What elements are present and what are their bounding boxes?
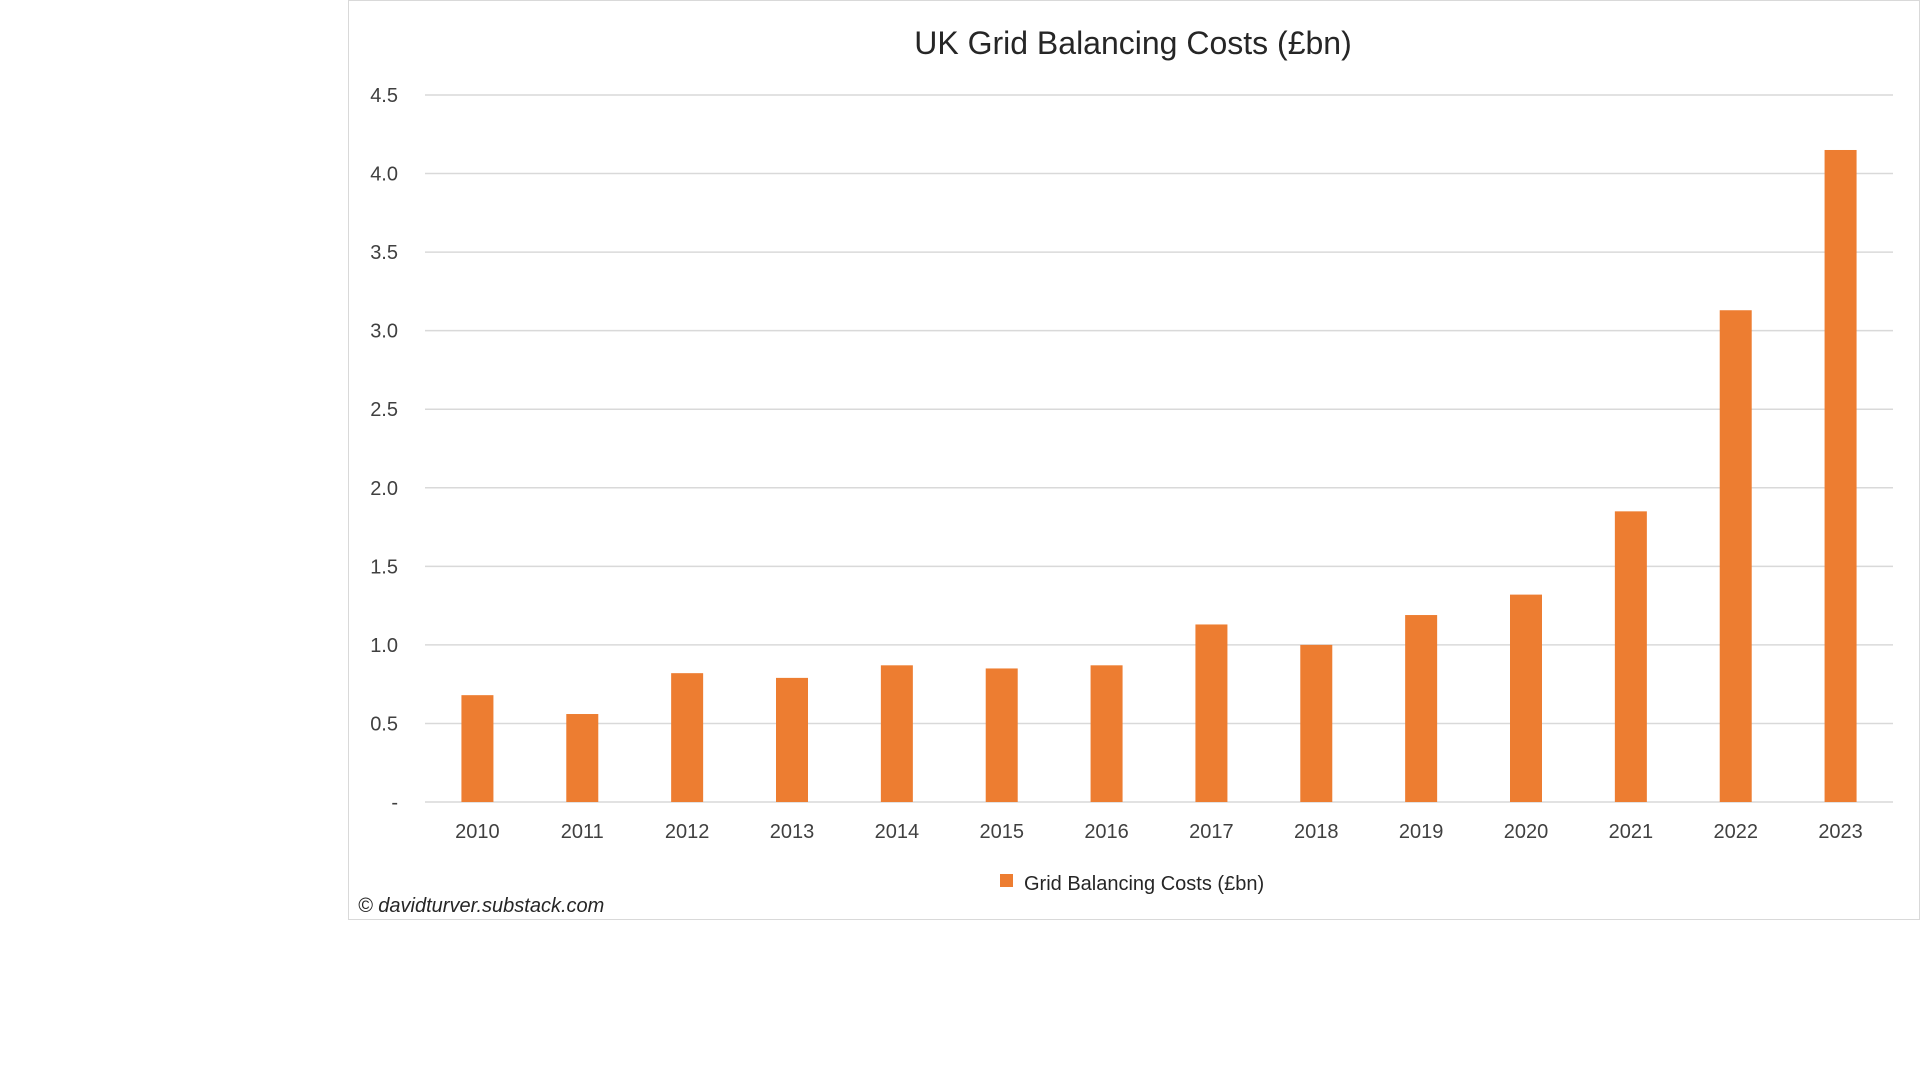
y-tick-label: 2.5 — [370, 399, 398, 421]
chart-frame — [348, 0, 1920, 920]
x-tick-label: 2013 — [770, 821, 815, 843]
bar-2012 — [671, 673, 704, 802]
x-tick-label: 2015 — [979, 821, 1024, 843]
y-tick-label: 1.5 — [370, 556, 398, 578]
x-tick-label: 2014 — [875, 821, 920, 843]
y-tick-label: - — [391, 792, 398, 814]
y-tick-label: 4.5 — [370, 85, 398, 107]
x-tick-label: 2018 — [1294, 821, 1339, 843]
x-tick-label: 2010 — [455, 821, 500, 843]
y-tick-label: 1.0 — [370, 635, 398, 657]
y-tick-label: 3.5 — [370, 242, 398, 264]
gridlines — [425, 94, 1893, 803]
bar-2023 — [1824, 149, 1857, 802]
y-tick-label: 3.0 — [370, 321, 398, 343]
bar-2021 — [1614, 511, 1647, 802]
bar-2016 — [1090, 665, 1123, 802]
y-tick-label: 0.5 — [370, 713, 398, 735]
x-tick-label: 2022 — [1713, 821, 1758, 843]
bar-2011 — [566, 714, 599, 802]
x-axis-ticks: 2010 2011 2012 2013 2014 2015 2016 2017 2018 2019… — [455, 821, 1863, 843]
bar-2018 — [1300, 644, 1333, 802]
x-tick-label: 2019 — [1399, 821, 1444, 843]
bar-2020 — [1510, 594, 1542, 802]
bar-2014 — [880, 665, 913, 802]
bar-2022 — [1719, 310, 1752, 802]
x-tick-label: 2020 — [1504, 821, 1549, 843]
bar-2015 — [985, 668, 1018, 802]
chart-title: UK Grid Balancing Costs (£bn) — [914, 25, 1352, 61]
copyright-credit: © davidturver.substack.com — [358, 895, 604, 917]
x-tick-label: 2016 — [1084, 821, 1129, 843]
y-axis-ticks: - 0.5 1.0 1.5 2.0 2.5 3.0 3.5 4.0 4.5 — [370, 85, 398, 814]
legend: Grid Balancing Costs (£bn) — [1000, 873, 1264, 895]
bar-2017 — [1195, 624, 1228, 802]
x-tick-label: 2023 — [1818, 821, 1863, 843]
x-tick-label: 2011 — [561, 821, 604, 843]
bar-2013 — [776, 677, 808, 802]
y-tick-label: 4.0 — [370, 164, 398, 186]
x-tick-label: 2021 — [1609, 821, 1654, 843]
y-tick-label: 2.0 — [370, 478, 398, 500]
bar-2010 — [461, 695, 494, 802]
legend-swatch — [1000, 874, 1013, 887]
x-tick-label: 2017 — [1189, 821, 1234, 843]
legend-label: Grid Balancing Costs (£bn) — [1024, 873, 1264, 895]
bar-2019 — [1405, 615, 1438, 802]
bars — [461, 149, 1857, 802]
x-tick-label: 2012 — [665, 821, 710, 843]
